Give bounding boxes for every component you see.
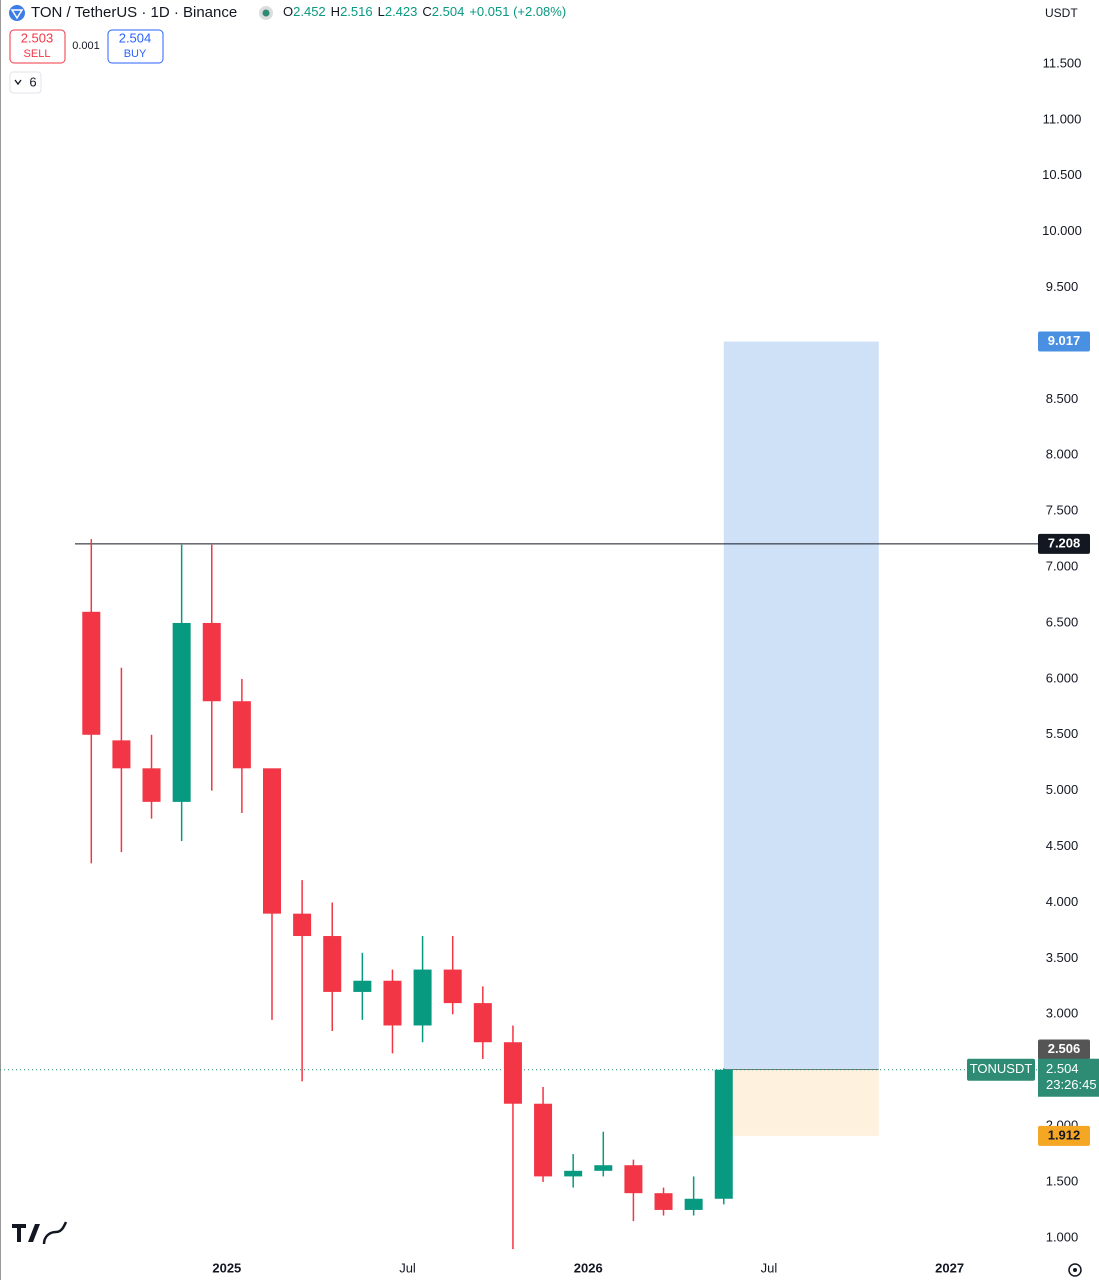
candle-body <box>714 1069 733 1199</box>
currency: USDT <box>1045 6 1078 20</box>
candle-body <box>594 1165 613 1171</box>
ohlc-value: 2.516 <box>340 4 373 19</box>
last-price-symbol-tag <box>967 1058 1035 1081</box>
y-tick-label: 5.500 <box>1046 726 1079 741</box>
y-tick-label: 1.500 <box>1046 1173 1079 1188</box>
y-tick-label: 4.500 <box>1046 838 1079 853</box>
candle-body <box>263 768 281 914</box>
candle-body <box>534 1103 553 1177</box>
ohlc-key: O <box>283 4 293 19</box>
x-tick-label: 2027 <box>935 1260 964 1275</box>
spread: 0.001 <box>72 40 100 52</box>
y-tick-label: 11.500 <box>1043 55 1082 70</box>
y-tick-label: 7.500 <box>1046 503 1079 518</box>
y-tick-label: 4.000 <box>1046 894 1079 909</box>
entry-tag <box>1038 1039 1090 1060</box>
symbol-icon <box>9 5 25 21</box>
candle-body <box>232 701 251 769</box>
y-tick-label: 9.500 <box>1046 279 1079 294</box>
candle-body <box>654 1193 673 1210</box>
x-tick-label: 2026 <box>574 1260 603 1275</box>
y-tick-label: 10.000 <box>1042 223 1082 238</box>
ohlc-key: C <box>422 4 431 19</box>
stop-zone <box>723 1069 879 1136</box>
target-zone <box>723 341 879 1070</box>
candle-body <box>443 969 462 1004</box>
candle-body <box>564 1170 583 1177</box>
countdown: 23:26:45 <box>1046 1077 1097 1092</box>
stop-tag-label: 1.912 <box>1048 1127 1081 1142</box>
sell-button[interactable] <box>9 29 66 64</box>
y-tick-label: 8.500 <box>1046 391 1079 406</box>
buy-price: 2.504 <box>119 30 152 45</box>
ohlc-key: L <box>378 4 385 19</box>
y-tick-label: 6.000 <box>1046 670 1079 685</box>
candle-body <box>112 740 131 769</box>
indicators-count: 6 <box>29 74 36 89</box>
y-tick-label: 11.000 <box>1043 111 1082 126</box>
tv-logo <box>12 1221 68 1245</box>
x-tick-label: Jul <box>761 1260 778 1275</box>
candle-body <box>413 969 432 1026</box>
indicators-toggle[interactable] <box>9 71 42 94</box>
y-tick-label: 3.500 <box>1046 950 1079 965</box>
buy-label: BUY <box>124 48 147 60</box>
last-price-symbol: TONUSDT <box>970 1061 1033 1076</box>
candle-body <box>172 622 191 802</box>
y-tick-label: 3.000 <box>1046 1006 1079 1021</box>
symbol: TON / TetherUS · 1D · Binance <box>31 4 237 21</box>
ohlc-value: 2.452 <box>293 4 326 19</box>
candle-body <box>323 936 342 992</box>
last-price-label: 2.504 <box>1046 1061 1079 1076</box>
ohlc-value: 2.423 <box>385 4 418 19</box>
buy-button[interactable] <box>107 29 164 64</box>
candle-body <box>503 1042 522 1104</box>
target-tag-label: 9.017 <box>1048 333 1081 348</box>
y-tick-label: 1.000 <box>1046 1229 1079 1244</box>
candle-body <box>473 1003 492 1043</box>
stop-tag <box>1038 1125 1090 1146</box>
candle-body <box>353 980 372 992</box>
candle-body <box>293 913 312 937</box>
change: +0.051 (+2.08%) <box>469 4 566 19</box>
sell-label: SELL <box>24 48 51 60</box>
y-tick-label: 6.500 <box>1046 614 1079 629</box>
candle-body <box>82 611 101 735</box>
target-tag <box>1038 331 1090 352</box>
sell-price: 2.503 <box>21 30 54 45</box>
ohlc-key: H <box>331 4 340 19</box>
x-tick-label: 2025 <box>212 1260 241 1275</box>
x-tick-label: Jul <box>399 1260 416 1275</box>
y-tick-label: 7.000 <box>1046 559 1079 574</box>
candle-body <box>684 1198 703 1210</box>
candle-body <box>202 622 221 702</box>
candle-body <box>383 980 402 1026</box>
candle-body <box>142 768 161 802</box>
y-tick-label: 8.000 <box>1046 447 1079 462</box>
y-tick-label: 10.500 <box>1042 167 1082 182</box>
hline-tag <box>1038 533 1090 554</box>
last-price-tag <box>1038 1058 1099 1097</box>
entry-tag-label: 2.506 <box>1048 1041 1081 1056</box>
ohlc-legend: O2.452 H2.516 L2.423 C2.504 +0.051 (+2.08%) <box>283 4 566 19</box>
ohlc-text: O2.452 H2.516 L2.423 C2.504 +0.051 (+2.08%) <box>283 4 566 19</box>
settings-icon[interactable] <box>1068 1263 1082 1277</box>
y-tick-label: 5.000 <box>1046 782 1079 797</box>
candle-body <box>624 1165 643 1194</box>
hline-tag-label: 7.208 <box>1048 535 1081 550</box>
ohlc-value: 2.504 <box>432 4 465 19</box>
